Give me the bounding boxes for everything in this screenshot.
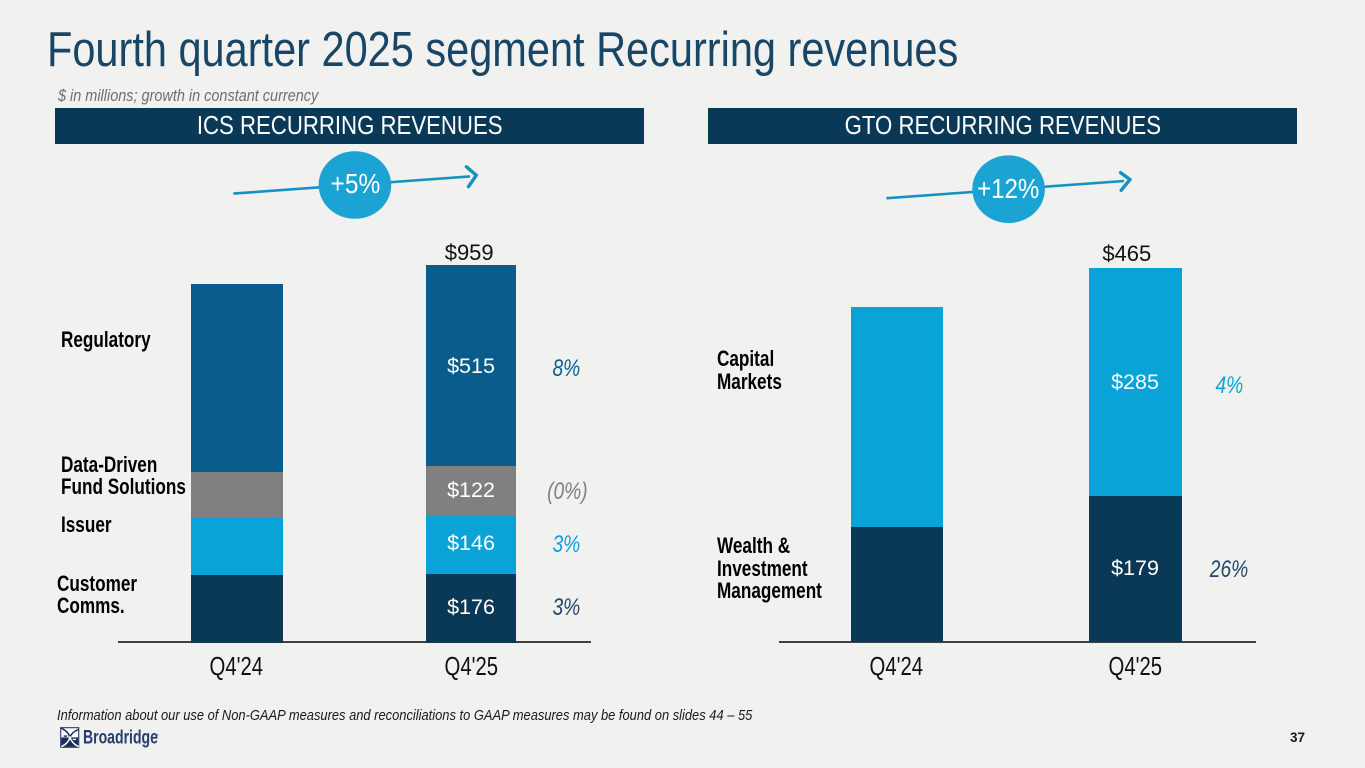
svg-text:Broadridge: Broadridge	[83, 727, 158, 748]
